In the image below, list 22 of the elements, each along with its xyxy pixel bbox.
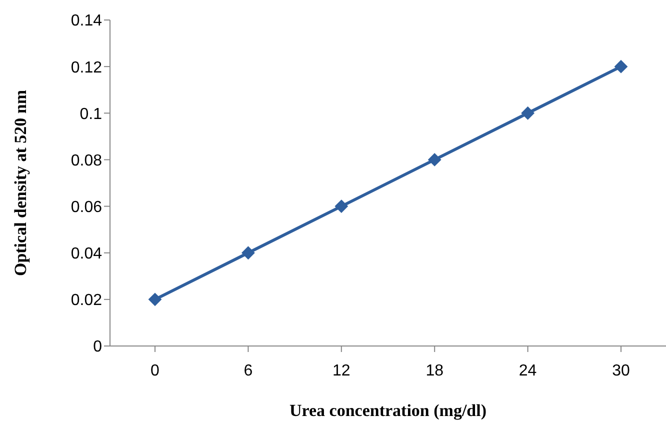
y-tick-label: 0.1 (80, 106, 102, 123)
point (148, 292, 162, 306)
y-axis-title: Optical density at 520 nm (11, 90, 30, 276)
x-tick-label: 18 (426, 362, 444, 380)
x-tick-label: 30 (612, 362, 630, 380)
point (521, 106, 534, 120)
y-tick-label: 0.14 (70, 12, 102, 30)
y-tick-label: 0.12 (70, 59, 102, 76)
point (614, 60, 628, 74)
y-tick-label: 0.04 (70, 246, 102, 263)
x-tick-label: 6 (244, 362, 253, 380)
x-tick-label: 0 (150, 362, 160, 380)
x-tick-label: 12 (332, 362, 350, 380)
y-tick-label: 0.08 (70, 152, 102, 170)
y-tick-label: 0 (93, 338, 102, 356)
y-tick-label: 0.02 (70, 292, 102, 310)
point (242, 246, 255, 260)
x-tick-label: 24 (518, 362, 537, 380)
point (334, 200, 348, 213)
y-tick-label: 0.06 (70, 198, 102, 216)
point (428, 153, 442, 166)
x-axis-title: Urea concentration (mg/dl) (289, 401, 487, 420)
